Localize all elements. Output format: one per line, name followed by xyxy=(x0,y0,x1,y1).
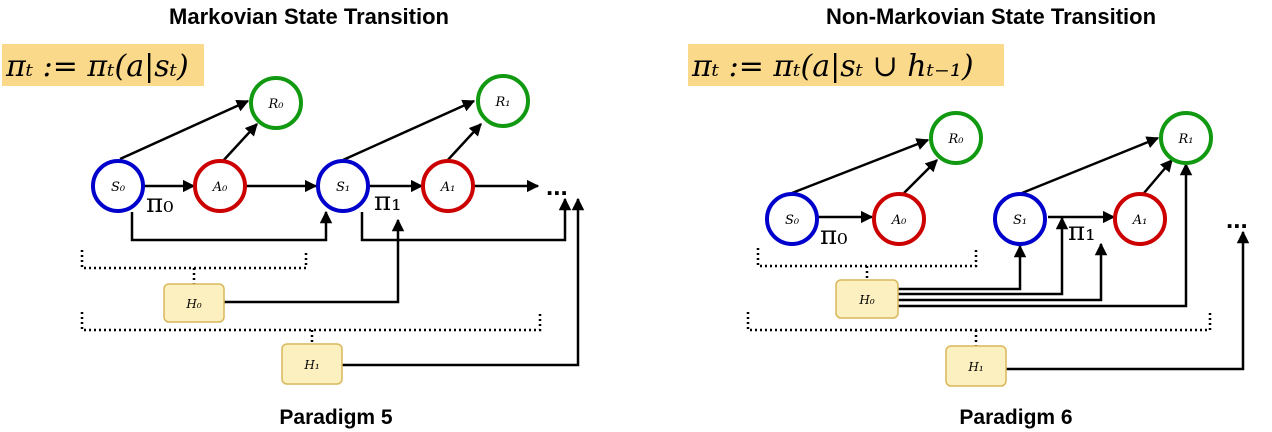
edge-s0-r0 xyxy=(791,138,930,195)
edge-s1-r1 xyxy=(342,99,476,162)
policy-label-pi0: π₀ xyxy=(820,221,848,251)
history-brace-h0 xyxy=(80,250,308,270)
history-label: H₁ xyxy=(303,358,319,372)
edge-h1-next xyxy=(342,197,585,367)
edge-a1-r1 xyxy=(445,123,482,163)
state-node-s0: S₀ xyxy=(91,159,145,213)
policy-label-pi1: π₁ xyxy=(1068,217,1096,247)
policy-formula: πₜ := πₜ(a|sₜ) xyxy=(5,49,189,84)
edge-a0-r0 xyxy=(903,159,938,194)
node-label: S₁ xyxy=(336,180,350,195)
panel-caption: Paradigm 5 xyxy=(279,406,393,429)
node-label: A₀ xyxy=(212,180,228,195)
ellipsis: ... xyxy=(546,171,568,201)
reward-node-r1: R₁ xyxy=(1159,111,1213,165)
edge-s1-r1 xyxy=(1021,136,1160,195)
policy-formula: πₜ := πₜ(a|sₜ ∪ hₜ₋₁) xyxy=(691,49,974,84)
reward-node-r0: R₀ xyxy=(929,111,983,165)
policy-label-pi1: π₁ xyxy=(374,187,402,217)
edge-a1-r1 xyxy=(1143,159,1173,194)
edge-h1-next xyxy=(1006,230,1250,371)
state-node-s1: S₁ xyxy=(993,192,1047,246)
node-label: S₀ xyxy=(111,180,126,195)
history-brace-h1 xyxy=(746,312,1212,332)
panel-markovian: Markovian State Transition πₜ := πₜ(a|sₜ… xyxy=(2,4,585,429)
history-label: H₀ xyxy=(858,293,874,307)
ellipsis: ... xyxy=(1226,204,1248,234)
edge-s0-s1 xyxy=(130,210,333,242)
history-label: H₀ xyxy=(185,297,201,311)
node-label: R₀ xyxy=(268,97,285,112)
panel-title: Non-Markovian State Transition xyxy=(826,4,1156,29)
reward-node-r0: R₀ xyxy=(249,76,303,130)
action-node-a0: A₀ xyxy=(872,192,926,246)
edge-h0-s1 xyxy=(898,244,1027,291)
history-brace-h0 xyxy=(756,248,978,268)
panel-caption: Paradigm 6 xyxy=(959,406,1072,429)
panel-title: Markovian State Transition xyxy=(169,4,449,29)
node-label: R₀ xyxy=(948,132,965,147)
edge-h0-pi1 xyxy=(898,216,1069,296)
panel-non-markovian: Non-Markovian State Transition πₜ := πₜ(… xyxy=(688,4,1250,429)
node-label: A₁ xyxy=(1132,213,1148,228)
node-label: A₁ xyxy=(440,180,456,195)
node-label: A₀ xyxy=(891,213,907,228)
edge-a0-r0 xyxy=(221,123,258,163)
edge-h0-pi1 xyxy=(224,218,405,304)
state-node-s0: S₀ xyxy=(765,192,819,246)
history-box-h0: H₀ xyxy=(163,283,225,323)
node-label: S₁ xyxy=(1013,213,1027,228)
edge-h0-r1 xyxy=(898,162,1193,308)
action-node-a1: A₁ xyxy=(421,159,475,213)
reward-node-r1: R₁ xyxy=(476,74,530,128)
node-label: R₁ xyxy=(1178,132,1194,147)
action-node-a1: A₁ xyxy=(1113,192,1167,246)
edge-s1-next xyxy=(360,197,572,242)
edge-s0-r0 xyxy=(119,99,250,161)
node-label: S₀ xyxy=(785,213,800,228)
history-box-h1: H₁ xyxy=(281,343,343,385)
state-node-s1: S₁ xyxy=(316,159,370,213)
history-brace-h1 xyxy=(80,312,542,332)
action-node-a0: A₀ xyxy=(193,159,247,213)
edge-h0-a1 xyxy=(898,242,1108,302)
history-box-h0: H₀ xyxy=(835,279,899,319)
node-label: R₁ xyxy=(495,95,511,110)
history-box-h1: H₁ xyxy=(945,345,1007,387)
formula-highlight xyxy=(688,44,1004,86)
policy-label-pi0: π₀ xyxy=(146,189,174,219)
formula-highlight xyxy=(2,44,204,86)
history-label: H₁ xyxy=(967,360,983,374)
